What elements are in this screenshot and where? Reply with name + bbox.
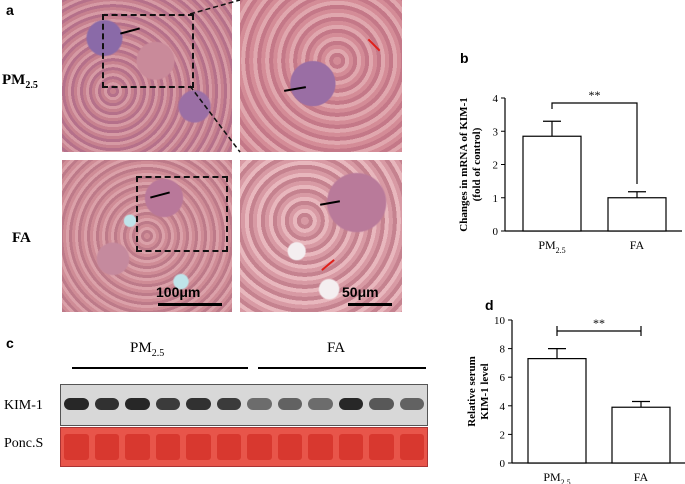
scale-label-low: 100μm: [156, 284, 201, 300]
kim1-band: [186, 398, 211, 410]
category-label-main: FA: [630, 238, 645, 252]
red-arrow-icon: [321, 259, 335, 271]
blot-group-pm25-main: PM: [130, 340, 152, 356]
row-label-pm25-sub: 2.5: [25, 80, 38, 91]
row-label-pm25: PM2.5: [2, 72, 38, 91]
kim1-band: [308, 398, 333, 410]
y-axis-label: Changes in mRNA of KIM-1: [458, 97, 470, 231]
category-label-main: FA: [634, 470, 649, 484]
micrograph-fa-high: 50μm: [240, 160, 402, 312]
bar: [522, 135, 582, 232]
y-tick-label: 4: [493, 93, 499, 105]
panel-a-letter: a: [6, 2, 14, 18]
kim1-band: [277, 398, 302, 410]
poncs-band: [277, 434, 302, 460]
kim1-band: [216, 398, 241, 410]
y-tick-label: 4: [500, 401, 506, 413]
poncs-band: [338, 434, 363, 460]
kim1-band: [94, 398, 119, 410]
micrograph-pm25-low: [62, 0, 232, 152]
significance-label: **: [593, 316, 605, 330]
scale-label-high: 50μm: [342, 284, 379, 300]
poncs-band: [94, 434, 119, 460]
blot-group-pm25: PM2.5: [130, 340, 164, 359]
row-label-fa: FA: [12, 230, 31, 246]
y-tick-label: 1: [493, 193, 499, 205]
y-tick-label: 0: [500, 458, 506, 470]
poncs-band: [125, 434, 150, 460]
kim1-band: [155, 398, 180, 410]
kim1-band: [369, 398, 394, 410]
panel-c-letter: c: [6, 335, 14, 351]
scale-bar-high: [348, 303, 392, 306]
category-label: PM2.5: [538, 238, 565, 255]
group-line-fa: [258, 367, 426, 369]
poncs-band: [369, 434, 394, 460]
y-tick-label: 2: [493, 160, 499, 172]
group-line-pm25: [72, 367, 248, 369]
band-label-kim1: KIM-1: [4, 398, 43, 413]
micrograph-pm25-high: [240, 0, 402, 152]
poncs-band: [308, 434, 333, 460]
category-label-sub: 2.5: [556, 246, 566, 255]
poncs-band: [399, 434, 424, 460]
category-label-sub: 2.5: [561, 478, 571, 484]
y-axis-label: Relative serum: [466, 356, 478, 427]
chart-b: 0 1 2 3 4 Changes in mRNA of KIM-1 (fold of co…: [458, 88, 682, 255]
poncs-band: [64, 434, 89, 460]
significance-label: **: [589, 88, 601, 102]
kim1-band: [125, 398, 150, 410]
micrograph-fa-low: 100μm: [62, 160, 232, 312]
category-label: FA: [630, 238, 645, 252]
arrow-icon: [319, 200, 341, 206]
y-axis-label: (fold of control): [471, 127, 483, 201]
roi-box-fa: [136, 176, 228, 252]
category-label: PM2.5: [543, 470, 570, 484]
panel-d-letter: d: [485, 297, 494, 313]
y-tick-label: 10: [494, 315, 506, 327]
bar: [611, 406, 671, 464]
roi-box-pm25: [102, 14, 194, 88]
panel-b-letter: b: [460, 50, 469, 66]
row-label-pm25-main: PM: [2, 72, 26, 88]
y-axis-label: KIM-1 level: [479, 363, 491, 420]
category-label-main: PM: [538, 238, 556, 252]
poncs-band: [247, 434, 272, 460]
significance-bracket: [551, 102, 638, 184]
kim1-band: [247, 398, 272, 410]
blot-group-fa: FA: [327, 340, 346, 356]
blot-kim1: [60, 384, 428, 426]
blot-poncs: [60, 427, 428, 467]
kim1-band: [64, 398, 89, 410]
blot-group-pm25-sub: 2.5: [151, 348, 165, 359]
bar: [527, 358, 587, 464]
poncs-band: [216, 434, 241, 460]
y-tick-label: 8: [500, 344, 506, 356]
scale-bar-low: [158, 303, 222, 306]
bar: [607, 197, 667, 232]
poncs-band: [186, 434, 211, 460]
y-tick-label: 0: [493, 226, 499, 238]
kim1-band: [399, 398, 424, 410]
chart-d: 0 2 4 6 8 10 Relative serum KIM-1 level PM2.5 FA *…: [466, 315, 685, 484]
poncs-band: [155, 434, 180, 460]
category-label: FA: [634, 470, 649, 484]
band-label-poncs: Ponc.S: [4, 436, 44, 451]
y-tick-label: 3: [493, 126, 499, 138]
y-tick-label: 6: [500, 372, 506, 384]
kim1-band: [338, 398, 363, 410]
y-tick-label: 2: [500, 429, 506, 441]
category-label-main: PM: [543, 470, 561, 484]
